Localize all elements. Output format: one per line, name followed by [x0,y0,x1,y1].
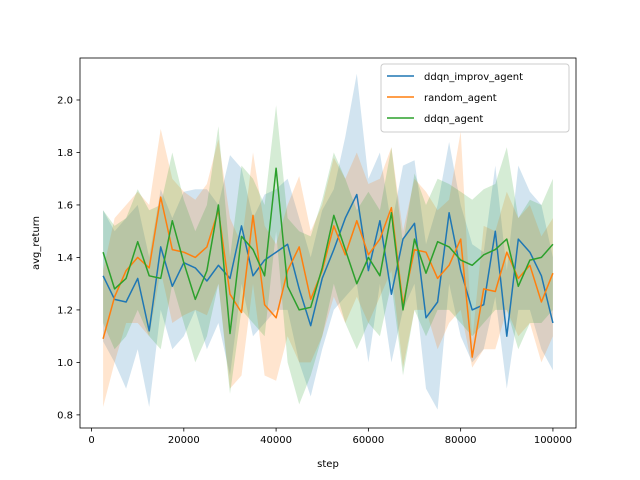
legend-label-ddqn-improv-agent: ddqn_improv_agent [424,72,523,83]
x-tick-label: 40000 [260,435,292,446]
series-line-random-agent [102,196,554,358]
x-tick-label: 20000 [168,435,200,446]
y-axis-ticks: 0.8 1.0 1.2 1.4 1.6 1.8 2.0 [57,95,80,421]
y-tick-label: 1.6 [57,200,73,211]
y-tick-label: 1.2 [57,305,73,316]
legend-label-ddqn-agent: ddqn_agent [424,114,483,125]
y-tick-label: 1.0 [57,358,73,369]
series-lines [102,167,554,358]
series-line-ddqn-agent [102,167,554,335]
y-tick-label: 1.8 [57,148,73,159]
band-ddqn-agent [103,105,553,405]
x-tick-label: 100000 [534,435,572,446]
y-axis-label: avg_return [31,216,42,270]
x-tick-label: 0 [88,435,94,446]
y-tick-label: 2.0 [57,95,73,106]
plot-frame [79,57,577,429]
y-tick-label: 1.4 [57,253,73,264]
x-axis-ticks: 0 20000 40000 60000 80000 100000 [88,428,572,446]
y-tick-label: 0.8 [57,410,73,421]
legend-box [380,63,570,133]
legend: ddqn_improv_agent random_agent ddqn_agent [380,63,570,133]
x-tick-label: 60000 [352,435,384,446]
series-line-ddqn-improv-agent [102,193,554,337]
band-random-agent [103,128,553,407]
x-axis-label: step [317,459,339,470]
legend-label-random-agent: random_agent [424,93,497,104]
x-tick-label: 80000 [445,435,477,446]
